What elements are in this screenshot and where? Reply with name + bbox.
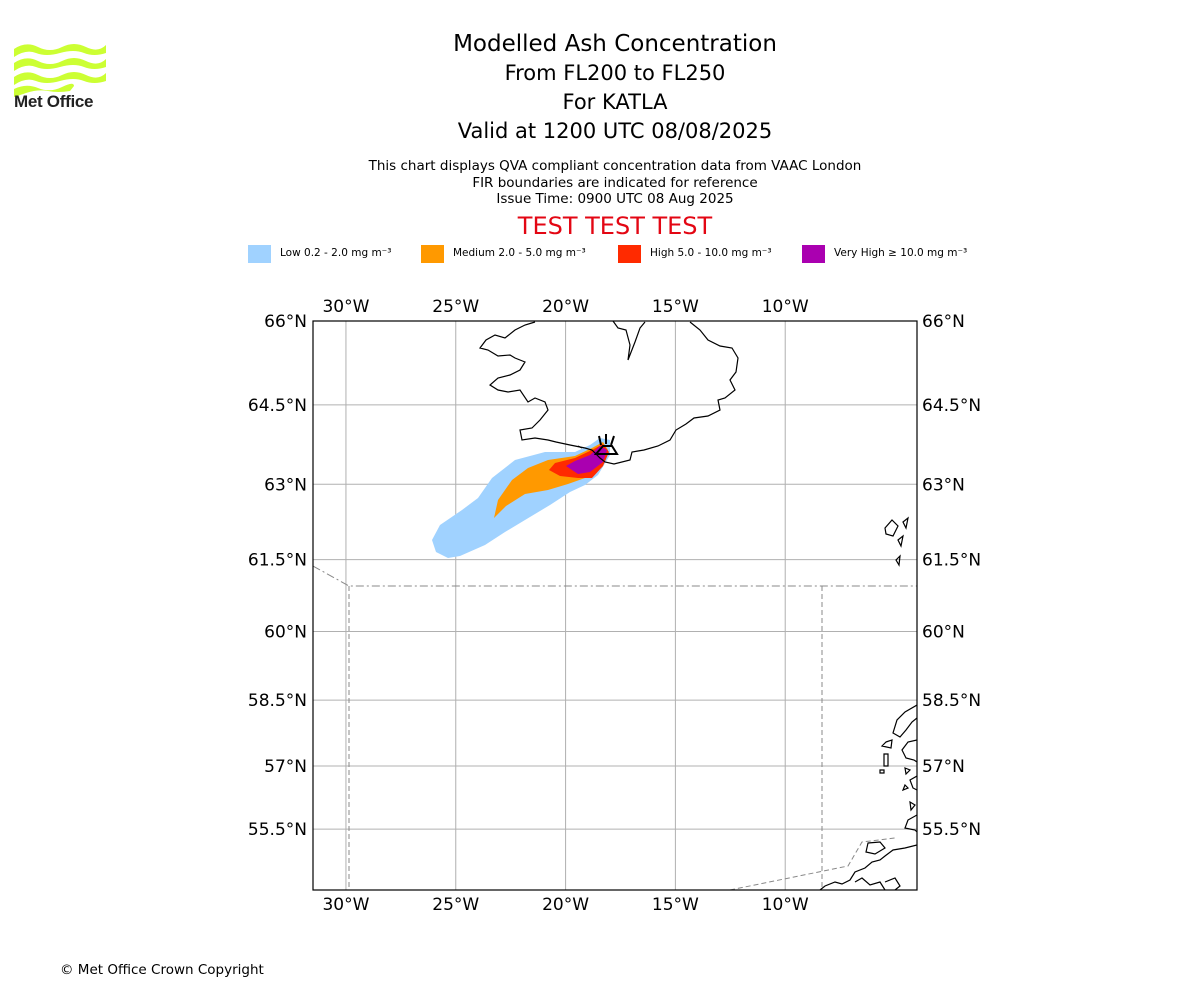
flight-level-range: From FL200 to FL250 [504,61,726,85]
test-banner: TEST TEST TEST [517,212,713,240]
right-lat-tick-label: 57°N [922,757,965,777]
right-lat-tick-label: 66°N [922,312,965,332]
copyright-notice: © Met Office Crown Copyright [60,962,264,978]
faroe-islands [884,516,909,567]
bottom-lon-tick-label: 10°W [762,895,809,915]
legend-label-low: Low 0.2 - 2.0 mg m⁻³ [280,247,392,259]
bottom-lon-tick-label: 20°W [542,895,589,915]
legend-label-very-high: Very High ≥ 10.0 mg m⁻³ [834,247,968,259]
top-lon-tick-label: 20°W [542,297,589,317]
right-lat-tick-label: 60°N [922,623,965,643]
left-lat-tick-label: 63°N [264,475,307,495]
met-office-logo [14,44,106,97]
bottom-lon-tick-label: 25°W [432,895,479,915]
bottom-lon-tick-label: 30°W [322,895,369,915]
note-line-fir: FIR boundaries are indicated for referen… [472,174,758,191]
right-lat-tick-label: 61.5°N [922,551,981,571]
map-frame [312,320,918,891]
note-line-qva: This chart displays QVA compliant concen… [368,158,862,174]
legend-swatch-medium [421,245,444,263]
top-lon-tick-label: 15°W [652,297,699,317]
left-lat-tick-label: 58.5°N [248,691,307,711]
top-lon-tick-label: 30°W [322,297,369,317]
bottom-lon-tick-label: 15°W [652,895,699,915]
left-lat-tick-label: 55.5°N [248,820,307,840]
volcano-name: For KATLA [562,90,668,114]
legend-swatch-very-high [802,245,825,263]
met-office-wordmark: Met Office [14,92,94,111]
legend-swatch-low [248,245,271,263]
volcano-icon [593,434,619,455]
valid-time: Valid at 1200 UTC 08/08/2025 [457,119,773,143]
left-lat-tick-label: 60°N [264,623,307,643]
top-lon-tick-label: 25°W [432,297,479,317]
coastlines [478,321,917,890]
iceland-coastline [478,321,739,465]
chart-notes: This chart displays QVA compliant concen… [315,158,915,208]
right-lat-tick-label: 58.5°N [922,691,981,711]
left-lat-tick-label: 61.5°N [248,551,307,571]
left-lat-tick-label: 64.5°N [248,396,307,416]
scotland-coastline [819,704,917,890]
chart-title-block: Modelled Ash Concentration From FL200 to… [315,30,915,146]
left-lat-tick-label: 57°N [264,757,307,777]
left-lat-tick-label: 66°N [264,312,307,332]
vestmannaeyjar-island [577,445,583,449]
fir-boundaries [313,565,917,890]
map-gridlines [313,320,917,890]
right-lat-tick-label: 63°N [922,475,965,495]
right-lat-tick-label: 64.5°N [922,396,981,416]
right-lat-tick-label: 55.5°N [922,820,981,840]
legend-label-high: High 5.0 - 10.0 mg m⁻³ [650,247,772,259]
legend-label-medium: Medium 2.0 - 5.0 mg m⁻³ [453,247,586,259]
ash-plume [432,438,610,558]
axis-tick-labels: 30°W 30°W 25°W 25°W 20°W 20°W 15°W 15°W 10°W 10°W… [248,297,981,915]
top-lon-tick-label: 10°W [762,297,809,317]
note-line-issue-time: Issue Time: 0900 UTC 08 Aug 2025 [496,191,734,207]
chart-title: Modelled Ash Concentration [453,31,777,57]
legend-swatch-high [618,245,641,263]
